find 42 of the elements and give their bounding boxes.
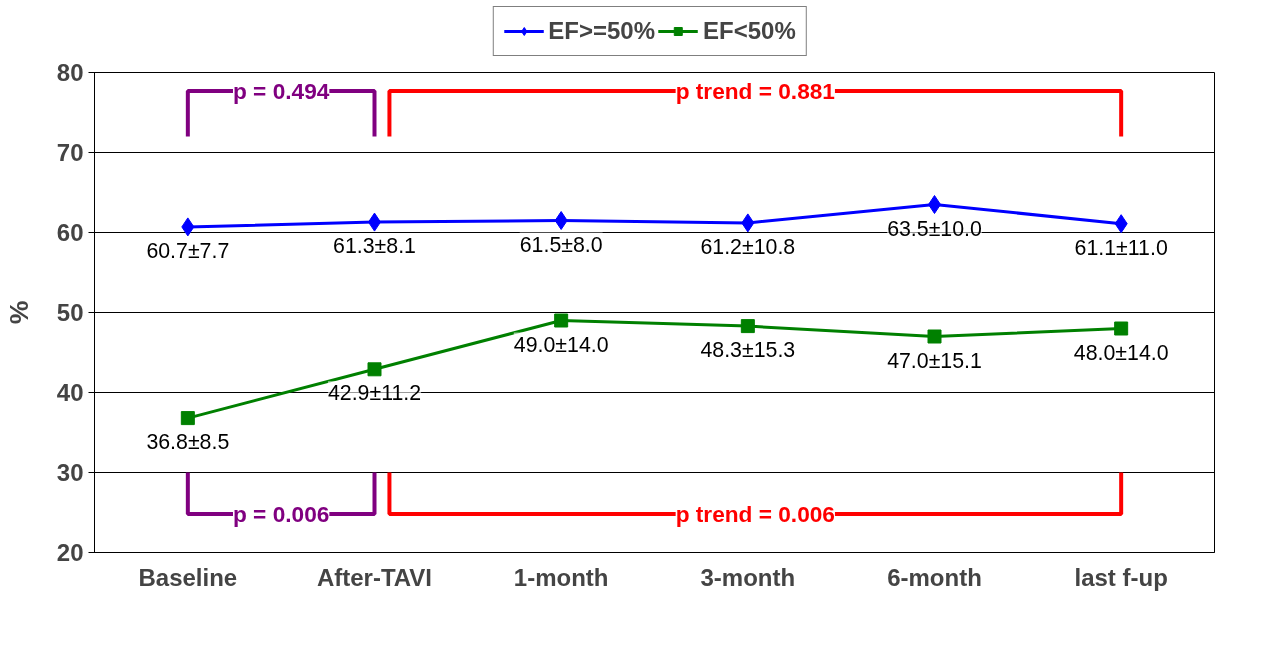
annotation: p trend = 0.006 <box>675 501 835 528</box>
point <box>367 362 382 377</box>
point <box>927 329 942 344</box>
y-axis-title: % <box>3 300 34 325</box>
x-tick-label: Baseline <box>138 563 238 591</box>
legend-label: EF>=50% <box>548 17 656 45</box>
point <box>554 211 568 230</box>
y-tick-label: 20 <box>56 539 84 566</box>
point <box>740 319 755 334</box>
data-label: 42.9±11.2 <box>327 381 422 406</box>
data-label: 61.1±11.0 <box>1074 235 1168 260</box>
data-label: 49.0±14.0 <box>513 332 609 357</box>
data-label: 47.0±15.1 <box>887 348 982 373</box>
data-label: 48.3±15.3 <box>700 338 796 363</box>
annotation: p trend = 0.881 <box>675 77 835 104</box>
data-label: 48.0±14.0 <box>1073 340 1169 365</box>
data-label: 61.2±10.8 <box>700 234 796 259</box>
y-tick-label: 50 <box>56 299 84 326</box>
point <box>554 313 569 328</box>
y-tick-label: 70 <box>56 139 84 166</box>
x-tick-label: 6-month <box>887 563 982 591</box>
x-tick-label: 1-month <box>513 563 609 591</box>
annotation: p = 0.494 <box>232 77 330 104</box>
y-tick-label: 30 <box>56 459 84 486</box>
data-label: 36.8±8.5 <box>146 430 230 455</box>
point <box>181 217 195 237</box>
data-label: 60.7±7.7 <box>146 238 230 263</box>
x-tick-label: After-TAVI <box>316 563 433 591</box>
y-tick-label: 80 <box>56 59 84 86</box>
legend-label: EF<50% <box>703 17 796 45</box>
x-tick-label: last f-up <box>1074 563 1168 591</box>
annotation: p = 0.006 <box>232 501 330 528</box>
y-tick-label: 40 <box>56 379 84 406</box>
data-label: 61.3±8.1 <box>333 234 416 259</box>
point <box>1114 321 1129 336</box>
data-label: 61.5±8.0 <box>519 232 603 257</box>
x-tick-label: 3-month <box>700 563 796 591</box>
point <box>1114 214 1128 234</box>
point <box>741 213 755 233</box>
data-label: 63.5±10.0 <box>887 216 982 241</box>
y-tick-label: 60 <box>56 219 84 246</box>
point <box>180 411 195 426</box>
